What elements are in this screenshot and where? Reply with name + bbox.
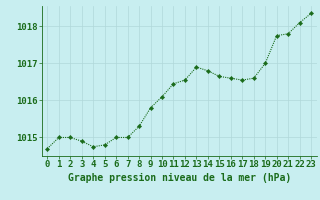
X-axis label: Graphe pression niveau de la mer (hPa): Graphe pression niveau de la mer (hPa) (68, 173, 291, 183)
